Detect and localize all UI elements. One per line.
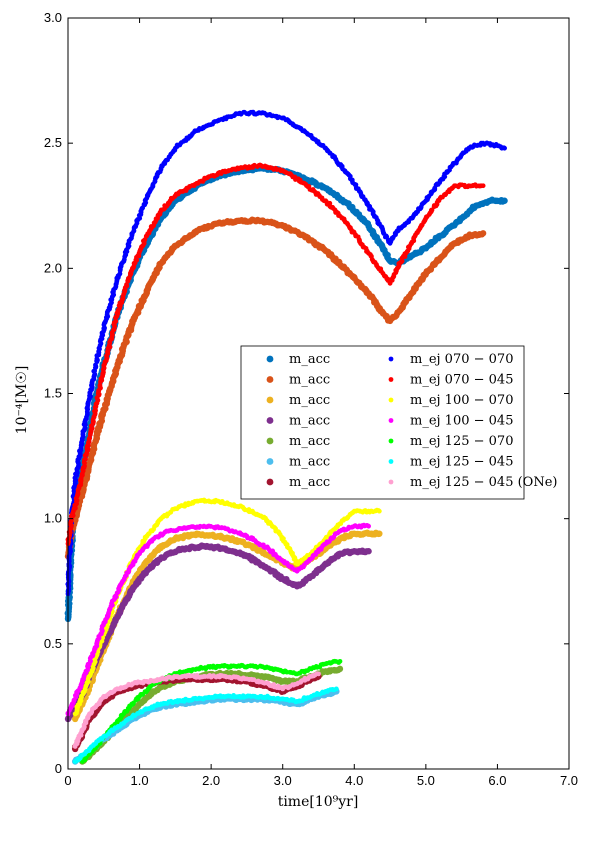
data-point (336, 665, 344, 673)
x-tick-label: 4.0 (345, 773, 363, 788)
data-point (333, 686, 339, 692)
legend-label: m_ej 125 − 045 (ONe) (410, 475, 557, 490)
y-tick-label: 1.0 (44, 511, 62, 526)
legend-label: m_acc (289, 352, 330, 367)
y-tick-label: 2.5 (44, 135, 62, 150)
legend-label: m_ej 070 − 045 (410, 373, 513, 388)
legend-label: m_acc (289, 393, 330, 408)
data-point (337, 658, 343, 664)
legend-label: m_acc (289, 475, 330, 490)
legend-marker (388, 397, 394, 403)
y-tick-label: 0 (55, 761, 62, 776)
data-point (376, 508, 382, 514)
data-point (376, 530, 383, 537)
y-tick-label: 1.5 (44, 386, 62, 401)
data-point (501, 197, 508, 204)
legend-label: m_ej 125 − 045 (410, 455, 513, 470)
data-point (479, 230, 487, 237)
x-tick-label: 0 (64, 773, 71, 788)
x-tick-label: 3.0 (274, 773, 292, 788)
data-point (366, 523, 371, 529)
legend-marker (266, 417, 274, 424)
y-tick-label: 3.0 (44, 10, 62, 25)
y-axis-label: 10⁻⁴[M☉] (14, 366, 30, 435)
legend-label: m_acc (289, 373, 330, 388)
x-axis-label: time[10⁹yr] (278, 794, 359, 810)
legend-label: m_ej 070 − 070 (410, 352, 513, 367)
legend-label: m_acc (289, 434, 330, 449)
y-tick-label: 0.5 (44, 636, 62, 651)
y-tick-label: 2.0 (44, 260, 62, 275)
data-point (480, 183, 486, 189)
legend-marker (266, 437, 274, 445)
legend-marker (388, 479, 394, 485)
legend-marker (388, 377, 394, 382)
series-1 (64, 216, 487, 560)
x-tick-label: 2.0 (202, 773, 220, 788)
legend-marker (266, 478, 274, 486)
x-tick-label: 7.0 (560, 773, 578, 788)
legend-label: m_ej 125 − 070 (410, 434, 513, 449)
legend-marker (266, 458, 274, 465)
legend-label: m_ej 100 − 070 (410, 393, 513, 408)
data-point (365, 548, 372, 555)
legend-marker (388, 459, 394, 464)
data-point (316, 671, 321, 677)
legend-marker (266, 376, 274, 383)
plot-area (64, 109, 508, 765)
legend-label: m_ej 100 − 045 (410, 414, 513, 429)
legend-marker (266, 396, 274, 404)
data-point (502, 145, 507, 151)
legend-marker (388, 418, 394, 423)
x-tick-label: 5.0 (417, 773, 435, 788)
legend: m_acc m_acc m_acc m_acc m_acc m_acc m_acc m_ej … (240, 345, 557, 500)
x-tick-label: 1.0 (131, 773, 149, 788)
legend-marker (388, 356, 394, 362)
legend-marker (266, 355, 274, 363)
legend-marker (388, 438, 394, 444)
x-tick-label: 6.0 (488, 773, 506, 788)
legend-label: m_acc (289, 414, 330, 429)
legend-label: m_acc (289, 455, 330, 470)
